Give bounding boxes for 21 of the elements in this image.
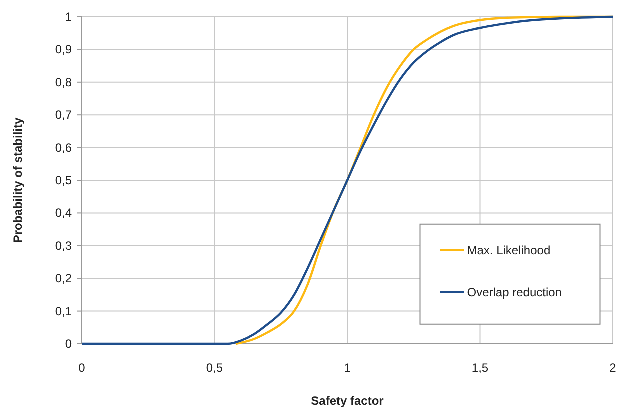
x-tick-label: 1 xyxy=(344,361,352,375)
y-tick-label: 0,4 xyxy=(55,206,72,220)
y-tick-label: 1 xyxy=(65,10,72,24)
x-tick-label: 2 xyxy=(610,361,617,375)
x-tick-label: 1,5 xyxy=(472,361,489,375)
x-axis-title: Safety factor xyxy=(311,394,384,408)
y-tick-label: 0,5 xyxy=(55,174,72,188)
x-tick-label: 0 xyxy=(78,361,86,375)
y-tick-label: 0,6 xyxy=(55,140,72,155)
y-tick-label: 0,9 xyxy=(55,42,72,57)
y-tick-label: 0,7 xyxy=(55,108,72,122)
y-axis-title: Probability of stability xyxy=(11,118,25,244)
y-tick-label: 0 xyxy=(65,337,72,351)
y-tick-label: 0,2 xyxy=(55,272,72,286)
y-tick-label: 0,8 xyxy=(55,75,72,90)
line-series xyxy=(80,16,614,346)
x-tick-label: 0,5 xyxy=(206,361,224,375)
y-tick-label: 0,3 xyxy=(55,238,72,253)
legend-label: Max. Likelihood xyxy=(467,243,551,258)
legend-label: Overlap reduction xyxy=(467,285,562,300)
y-tick-label: 0,1 xyxy=(55,304,72,318)
